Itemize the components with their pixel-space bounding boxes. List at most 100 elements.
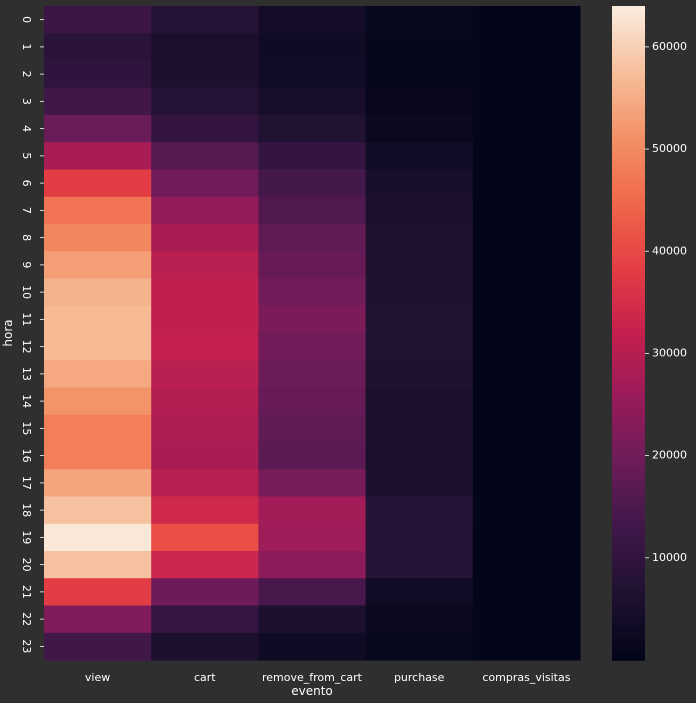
heatmap-cell xyxy=(44,224,152,252)
colorbar-segment xyxy=(612,185,645,191)
heatmap-cell xyxy=(472,578,581,607)
heatmap-cell xyxy=(258,115,367,143)
y-tick-label: 4 xyxy=(20,125,33,132)
heatmap-cell xyxy=(44,142,152,171)
heatmap-cell xyxy=(258,496,367,525)
colorbar-segment xyxy=(612,198,645,203)
heatmap-cell xyxy=(365,632,474,661)
heatmap-cell xyxy=(365,551,474,579)
colorbar-segment xyxy=(612,349,645,355)
colorbar-segment xyxy=(612,263,645,269)
colorbar-segment xyxy=(612,369,645,375)
colorbar-segment xyxy=(612,386,645,392)
colorbar-segment xyxy=(612,402,645,408)
heatmap-cell xyxy=(472,605,581,634)
heatmap-cell xyxy=(258,523,367,552)
heatmap-cell xyxy=(365,142,474,171)
heatmap-cell xyxy=(472,169,581,198)
y-tick-label: 2 xyxy=(20,71,33,78)
colorbar-segment xyxy=(612,623,645,629)
heatmap-cell xyxy=(151,60,259,89)
colorbar-segment xyxy=(612,42,645,48)
colorbar-segment xyxy=(612,169,645,175)
colorbar-segment xyxy=(612,463,645,469)
colorbar-segment xyxy=(612,427,645,432)
heatmap-cell xyxy=(365,33,474,62)
colorbar-segment xyxy=(612,71,645,77)
heatmap-cell xyxy=(44,469,152,498)
colorbar-segment xyxy=(612,619,645,625)
heatmap-cell xyxy=(472,60,581,89)
colorbar-segment xyxy=(612,341,645,347)
colorbar-segment xyxy=(612,647,645,653)
colorbar-segment xyxy=(612,431,645,436)
heatmap-cell xyxy=(472,551,581,579)
heatmap-cell xyxy=(365,414,474,443)
colorbar-segment xyxy=(612,161,645,167)
colorbar-segment xyxy=(612,615,645,620)
colorbar-segment xyxy=(612,300,645,306)
heatmap-cell xyxy=(472,196,581,225)
heatmap-cell xyxy=(365,115,474,143)
y-tick-label: 10 xyxy=(20,285,33,299)
heatmap-cell xyxy=(44,605,152,634)
heatmap-cell xyxy=(472,469,581,498)
colorbar-segment xyxy=(612,75,645,81)
colorbar-segment xyxy=(612,643,645,649)
heatmap-cell xyxy=(151,333,259,361)
heatmap-cell xyxy=(258,87,367,116)
colorbar-segment xyxy=(612,337,645,342)
x-axis-label: evento xyxy=(291,684,333,698)
colorbar-segment xyxy=(612,422,645,428)
colorbar-segment xyxy=(612,639,645,645)
colorbar-segment xyxy=(612,516,645,522)
heatmap-cell xyxy=(258,169,367,198)
heatmap-cell xyxy=(258,251,367,280)
colorbar-segment xyxy=(612,95,645,101)
heatmap-cell xyxy=(472,523,581,552)
colorbar-segment xyxy=(612,357,645,363)
colorbar-segment xyxy=(612,651,645,657)
x-tick-label: compras_visitas xyxy=(482,671,570,684)
heatmap-cell xyxy=(151,632,259,661)
heatmap-cell xyxy=(258,578,367,607)
colorbar-segment xyxy=(612,157,645,163)
heatmap-cell xyxy=(151,142,259,171)
colorbar-segment xyxy=(612,144,645,150)
colorbar-segment xyxy=(612,100,645,105)
colorbar-tick-label: 50000 xyxy=(652,142,687,155)
y-axis-label: hora xyxy=(1,319,15,346)
colorbar-segment xyxy=(612,414,645,420)
heatmap-cell xyxy=(365,278,474,307)
colorbar-tick-label: 20000 xyxy=(652,449,687,462)
colorbar-segment xyxy=(612,194,645,199)
colorbar-segment xyxy=(612,275,645,281)
colorbar-segment xyxy=(612,328,645,334)
heatmap-cell xyxy=(472,6,581,34)
colorbar-segment xyxy=(612,484,645,490)
heatmap-cell xyxy=(365,251,474,280)
colorbar-segment xyxy=(612,631,645,637)
colorbar-segment xyxy=(612,467,645,473)
heatmap-cell xyxy=(151,360,259,389)
colorbar-segment xyxy=(612,627,645,633)
heatmap-cell xyxy=(44,414,152,443)
heatmap-cell xyxy=(472,333,581,361)
heatmap-cell xyxy=(365,60,474,89)
colorbar-segment xyxy=(612,91,645,97)
colorbar-segment xyxy=(612,418,645,424)
heatmap-cell xyxy=(258,142,367,171)
heatmap-cell xyxy=(151,278,259,307)
heatmap-cell xyxy=(365,578,474,607)
x-tick-label: remove_from_cart xyxy=(262,671,363,684)
heatmap-cell xyxy=(258,414,367,443)
colorbar-segment xyxy=(612,333,645,338)
colorbar-segment xyxy=(612,112,645,118)
colorbar-segment xyxy=(612,320,645,326)
colorbar-segment xyxy=(612,140,645,146)
y-tick-label: 8 xyxy=(20,234,33,241)
heatmap-cell xyxy=(44,305,152,334)
colorbar-segment xyxy=(612,476,645,481)
heatmap-cell xyxy=(472,33,581,62)
